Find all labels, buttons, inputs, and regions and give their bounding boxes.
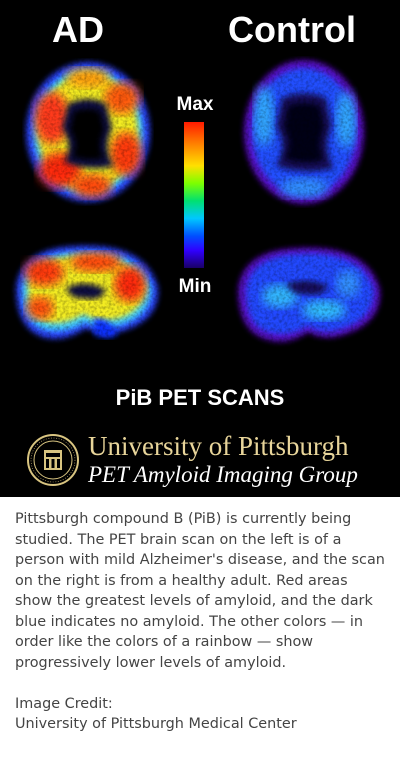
figure-caption: PiB PET SCANS — [115, 385, 285, 410]
imaging-group-name: PET Amyloid Imaging Group — [88, 462, 358, 487]
scale-min-label: Min — [178, 276, 212, 297]
credit-label: Image Credit: — [15, 695, 113, 712]
control-sagittal-scan — [228, 240, 388, 350]
color-scale-bar — [184, 122, 204, 268]
control-label: Control — [228, 9, 356, 50]
ad-sagittal-scan — [6, 238, 166, 348]
university-seal-icon — [27, 434, 79, 486]
ad-axial-scan — [22, 58, 154, 206]
ad-label: AD — [52, 9, 104, 50]
credit-source: University of Pittsburgh Medical Center — [15, 716, 297, 732]
pet-scan-figure: AD Control — [0, 0, 400, 497]
scale-max-label: Max — [176, 94, 214, 115]
description-text: Pittsburgh compound B (PiB) is currently… — [15, 511, 385, 671]
university-name: University of Pittsburgh — [88, 431, 349, 461]
image-credit: Image Credit: University of Pittsburgh M… — [0, 694, 400, 735]
control-axial-scan — [238, 56, 370, 208]
